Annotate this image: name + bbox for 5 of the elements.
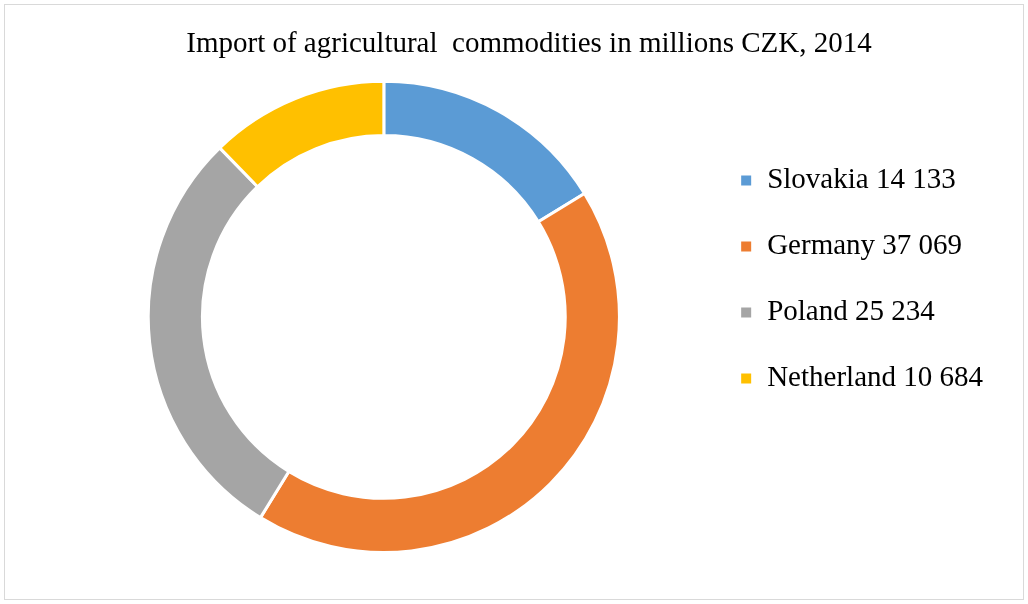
legend-label: Slovakia 14 133 (767, 162, 956, 195)
chart-title: Import of agricultural commodities in millions CZK, 2014 (186, 26, 873, 59)
legend-label: Poland 25 234 (767, 294, 936, 327)
legend-label: Germany 37 069 (767, 228, 963, 261)
legend-label: Netherland 10 684 (767, 360, 984, 393)
